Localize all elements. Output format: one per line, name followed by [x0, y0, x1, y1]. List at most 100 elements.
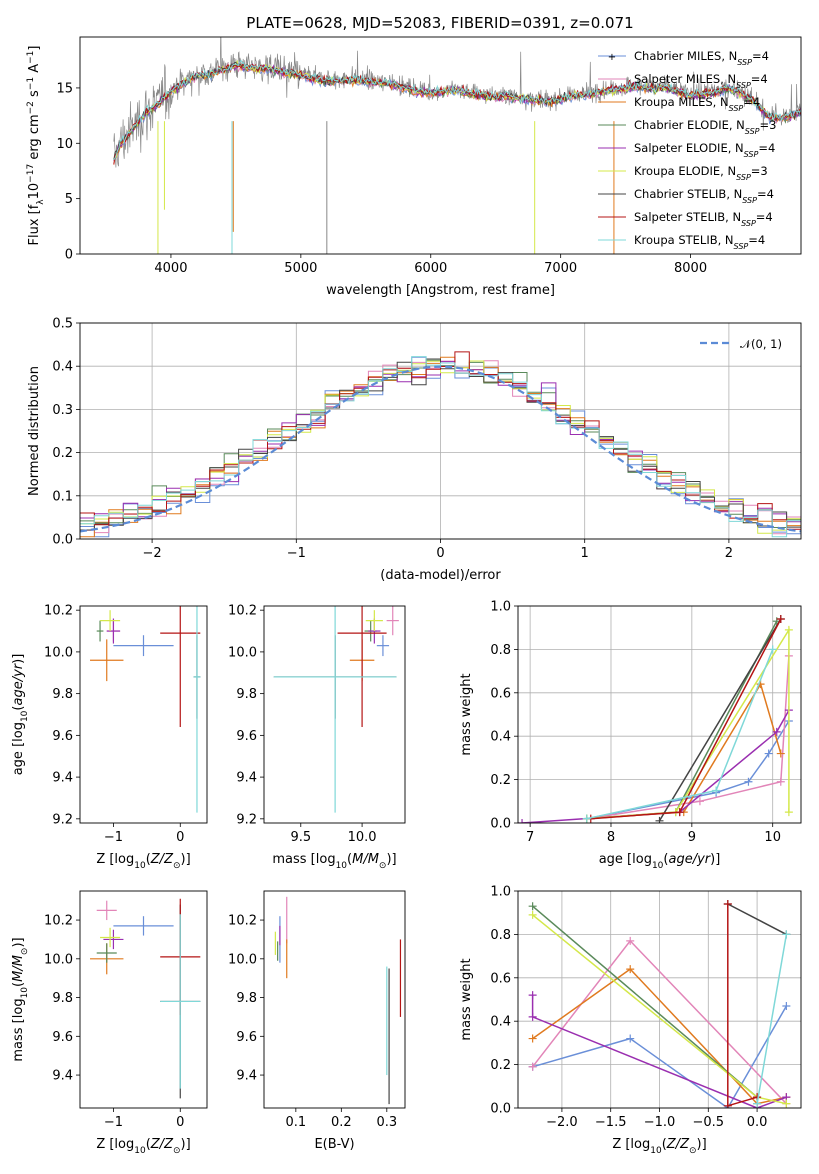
weight-line-chabrier-stelib	[658, 618, 782, 822]
legend-label-text: Kroupa MILES, N	[634, 95, 729, 109]
weight-marker-chabrier-stelib	[655, 816, 664, 823]
label-part: −1	[26, 51, 36, 64]
y-tick-label: 9.6	[236, 1030, 257, 1045]
label-part: E(B-V)	[314, 1137, 354, 1152]
label-part: )]	[710, 852, 720, 867]
y-tick-label: 0.6	[490, 686, 511, 701]
axes-frame	[79, 36, 802, 255]
legend-label: Kroupa STELIB, NSSP=4	[634, 233, 765, 251]
y-tick-label: 9.6	[52, 729, 73, 744]
weight-marker-kroupa-elodie	[528, 910, 537, 919]
label-part: Normed distribution	[27, 366, 42, 496]
x-tick-label: −1.5	[595, 1115, 627, 1130]
legend-label-text: Kroupa STELIB, N	[634, 233, 734, 247]
weight-marker-kroupa-stelib	[582, 814, 591, 823]
weight-marker-salpeter-miles	[528, 1062, 537, 1071]
label-part: 10	[650, 1146, 662, 1156]
label-part: (	[146, 1137, 151, 1152]
x-tick-label: 0.2	[331, 1115, 352, 1130]
y-axis-label: age [log10(age/yr)]	[11, 654, 30, 776]
label-part: ⊙	[20, 948, 30, 956]
normal-reference-curve	[80, 365, 801, 533]
legend-label-text: Salpeter STELIB, N	[634, 210, 741, 224]
y-tick-label: 1.0	[490, 600, 511, 615]
axes-frame	[263, 605, 406, 824]
label-part: ⊙	[689, 1146, 697, 1156]
x-tick-label: 4000	[154, 261, 187, 276]
label-part: −1	[26, 77, 36, 90]
x-tick-label: 10	[764, 830, 781, 845]
x-axis-label: Z [log10(Z/Z⊙)]	[612, 1137, 706, 1156]
label-part: (	[663, 852, 668, 867]
label-part: 10	[336, 861, 348, 871]
x-tick-label: 0.0	[747, 1115, 768, 1130]
y-axis-label: Normed distribution	[27, 366, 42, 496]
plot-area	[90, 606, 201, 813]
label-part: (	[146, 852, 151, 867]
y-tick-label: 9.8	[236, 687, 257, 702]
label-part: Z [log	[96, 852, 134, 867]
y-tick-label: 9.8	[52, 687, 73, 702]
x-axis-label: mass [log10(M/M⊙)]	[272, 852, 396, 871]
x-tick-label: 6000	[414, 261, 447, 276]
label-part: Z [log	[96, 1137, 134, 1152]
weight-marker-salpeter-stelib	[675, 808, 684, 817]
label-part: Z/Z	[666, 1137, 690, 1152]
y-tick-label: 10.2	[44, 604, 73, 619]
weight-marker-chabrier-miles	[744, 777, 753, 786]
y-tick-label: 0.6	[490, 971, 511, 986]
label-part: ⊙	[379, 861, 387, 871]
label-part: Z [log	[612, 1137, 650, 1152]
label-part: 10	[20, 710, 30, 722]
label-part: )]	[697, 1137, 707, 1152]
legend-label-sub: SSP	[736, 81, 751, 90]
y-tick-label: 5	[65, 192, 73, 207]
legend-label-text: =4	[748, 233, 765, 247]
legend-label-text: =4	[758, 141, 775, 155]
y-tick-label: 10.2	[44, 914, 73, 929]
weight-marker-kroupa-elodie	[784, 808, 793, 817]
legend-label-text: =4	[756, 210, 773, 224]
y-tick-label: 9.2	[52, 812, 73, 827]
legend-label-sub: SSP	[734, 242, 749, 251]
y-tick-label: 9.8	[236, 991, 257, 1006]
x-tick-label: −1	[287, 546, 306, 561]
label-part: s	[27, 90, 42, 101]
weight-marker-kroupa-elodie	[784, 625, 793, 634]
weight-vs-age-panel: 7 8 9 10 0.0 0.2 0.4 0.6 0.8 1.0 mass weight age [l…	[459, 600, 802, 871]
legend-label-text: =3	[751, 164, 768, 178]
plot-area	[80, 351, 801, 538]
x-tick-label: −1	[104, 830, 123, 845]
x-tick-label: −1.0	[644, 1115, 676, 1130]
label-part: −2	[26, 101, 36, 114]
weight-marker-salpeter-stelib	[776, 615, 785, 624]
x-axis-label: Z [log10(Z/Z⊙)]	[96, 852, 190, 871]
label-part: age [log	[599, 852, 652, 867]
y-tick-label: 9.4	[52, 771, 73, 786]
label-part: )]	[11, 937, 26, 947]
label-part: (	[11, 982, 26, 987]
y-tick-label: 9.4	[236, 1069, 257, 1084]
label-part: mass weight	[459, 673, 474, 755]
legend-label-sub: SSP	[742, 196, 757, 205]
x-tick-label: 7000	[544, 261, 577, 276]
weight-marker-kroupa-stelib	[768, 645, 777, 654]
weight-marker-salpeter-elodie	[528, 991, 537, 1000]
weight-line-kroupa-stelib	[756, 934, 788, 1104]
legend-label-text: Chabrier MILES, N	[634, 49, 737, 63]
label-part: age/yr	[11, 662, 26, 705]
label-part: 10	[652, 861, 664, 871]
y-tick-label: 0.4	[490, 730, 511, 745]
weight-marker-kroupa-miles	[776, 749, 785, 758]
plot-area	[528, 900, 791, 1108]
legend-label-sub: SSP	[741, 219, 756, 228]
weight-line-chabrier-miles	[532, 1005, 788, 1108]
y-axis-label: mass weight	[459, 958, 474, 1040]
histogram-salpeter-elodie	[80, 361, 801, 523]
y-tick-label: 10.2	[228, 914, 257, 929]
y-tick-label: 10	[56, 137, 73, 152]
weight-marker-chabrier-miles	[764, 749, 773, 758]
y-axis-label: Flux [fλ10−17 erg cm−2 s−1 A−1]	[26, 46, 46, 246]
residual-histogram-panel: −2 −1 0 1 2 0.0 0.1 0.2 0.3 0.4 0.5 Normed distribu…	[27, 317, 802, 583]
